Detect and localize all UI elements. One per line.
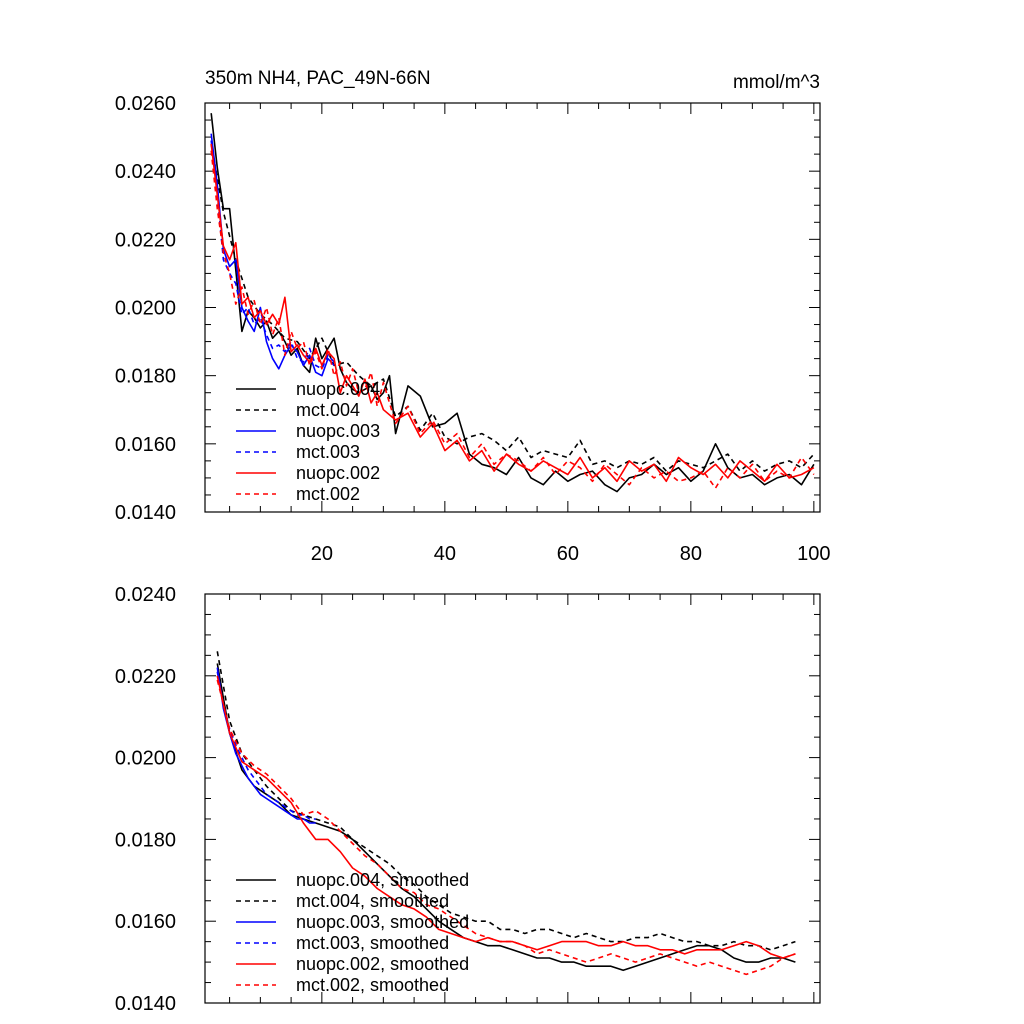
legend-label: nuopc.002 — [296, 463, 380, 483]
y-tick-label: 0.0140 — [115, 502, 176, 524]
y-tick-label: 0.0160 — [115, 911, 176, 933]
x-tick-label: 40 — [434, 543, 456, 565]
series-line — [210, 133, 335, 377]
y-tick-label: 0.0240 — [115, 161, 176, 183]
units-label: mmol/m^3 — [733, 72, 820, 93]
series-line — [210, 143, 815, 483]
legend-label: mct.003 — [296, 442, 360, 462]
x-tick-label: 60 — [557, 543, 579, 565]
y-tick-label: 0.0240 — [115, 584, 176, 606]
y-tick-label: 0.0200 — [115, 748, 176, 770]
legend-label: mct.003, smoothed — [296, 933, 449, 953]
legend-label: nuopc.003, smoothed — [296, 912, 469, 932]
series-line — [216, 667, 316, 824]
x-tick-label: 80 — [680, 543, 702, 565]
y-tick-label: 0.0140 — [115, 993, 176, 1015]
legend-label: mct.004, smoothed — [296, 891, 449, 911]
y-tick-label: 0.0200 — [115, 298, 176, 320]
legend-label: nuopc.002, smoothed — [296, 954, 469, 974]
series-line — [216, 651, 796, 951]
series-line — [210, 140, 335, 370]
y-tick-label: 0.0220 — [115, 229, 176, 251]
series-line — [210, 113, 815, 493]
y-tick-label: 0.0160 — [115, 434, 176, 456]
chart-title: 350m NH4, PAC_49N-66N — [205, 68, 431, 89]
y-tick-label: 0.0220 — [115, 666, 176, 688]
x-tick-label: 20 — [311, 543, 333, 565]
series-line — [216, 679, 796, 976]
legend-label: nuopc.003 — [296, 421, 380, 441]
y-tick-label: 0.0180 — [115, 366, 176, 388]
legend-label: nuopc.004, smoothed — [296, 870, 469, 890]
top-panel: 0.0140 0.0160 0.0180 0.0200 0.0220 0.0240 0.02… — [115, 68, 831, 565]
y-tick-label: 0.0180 — [115, 829, 176, 851]
legend-label: mct.002 — [296, 484, 360, 504]
legend-label: mct.004 — [296, 400, 360, 420]
series-line — [210, 150, 815, 489]
series-line — [210, 143, 815, 472]
y-tick-label: 0.0260 — [115, 93, 176, 115]
x-tick-label: 100 — [797, 543, 830, 565]
legend-label: nuopc.004 — [296, 379, 380, 399]
legend-label: mct.002, smoothed — [296, 975, 449, 995]
bottom-panel: 0.0140 0.0160 0.0180 0.0200 0.0220 0.0240 nuop… — [115, 584, 821, 1015]
